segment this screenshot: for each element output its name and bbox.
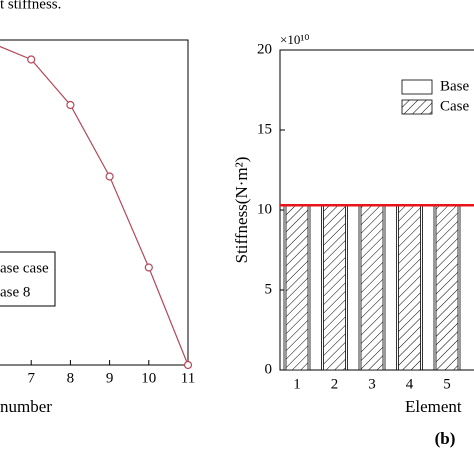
series-line bbox=[0, 45, 189, 366]
x-axis-label: Element bbox=[405, 397, 462, 416]
x-tick-label: 1 bbox=[293, 376, 301, 392]
x-axis-label: number bbox=[0, 397, 52, 416]
x-tick-label: 11 bbox=[181, 370, 195, 386]
point bbox=[144, 263, 153, 272]
point bbox=[105, 172, 114, 181]
bar bbox=[323, 204, 346, 371]
legend-label: ase case bbox=[0, 260, 49, 276]
y-axis-label: Stiffness(N·m²) bbox=[232, 157, 251, 264]
y-tick-label: 5 bbox=[265, 281, 273, 297]
legend-label: Base bbox=[440, 78, 470, 94]
x-tick-label: 3 bbox=[368, 376, 376, 392]
legend-label: ase 8 bbox=[0, 284, 30, 300]
plot-frame bbox=[0, 39, 189, 366]
x-tick-label: 10 bbox=[141, 370, 156, 386]
y-tick-label: 20 bbox=[257, 41, 272, 57]
x-tick-label: 8 bbox=[67, 370, 75, 386]
x-tick-label: 9 bbox=[106, 370, 114, 386]
x-tick-label: 7 bbox=[27, 370, 35, 386]
bar bbox=[360, 204, 384, 371]
caption: t stiffness. bbox=[0, 0, 61, 12]
x-tick-label: 5 bbox=[443, 376, 451, 392]
point bbox=[66, 100, 75, 110]
y-tick-label: 15 bbox=[257, 121, 272, 137]
bar bbox=[285, 204, 309, 371]
legend-swatch bbox=[401, 79, 433, 95]
x-tick-label: 4 bbox=[406, 376, 414, 392]
panel-label: (b) bbox=[435, 429, 456, 448]
x-tick-label: 2 bbox=[331, 376, 339, 392]
y-scale-label: ×10¹⁰ bbox=[280, 32, 309, 47]
bar bbox=[398, 204, 421, 371]
point bbox=[27, 55, 36, 64]
bar bbox=[435, 204, 459, 371]
legend-box bbox=[0, 251, 56, 307]
y-tick-label: 10 bbox=[257, 201, 272, 217]
y-tick-label: 0 bbox=[265, 361, 273, 377]
point bbox=[183, 360, 193, 370]
legend-swatch bbox=[401, 99, 433, 115]
legend-label: Case bbox=[440, 98, 470, 114]
